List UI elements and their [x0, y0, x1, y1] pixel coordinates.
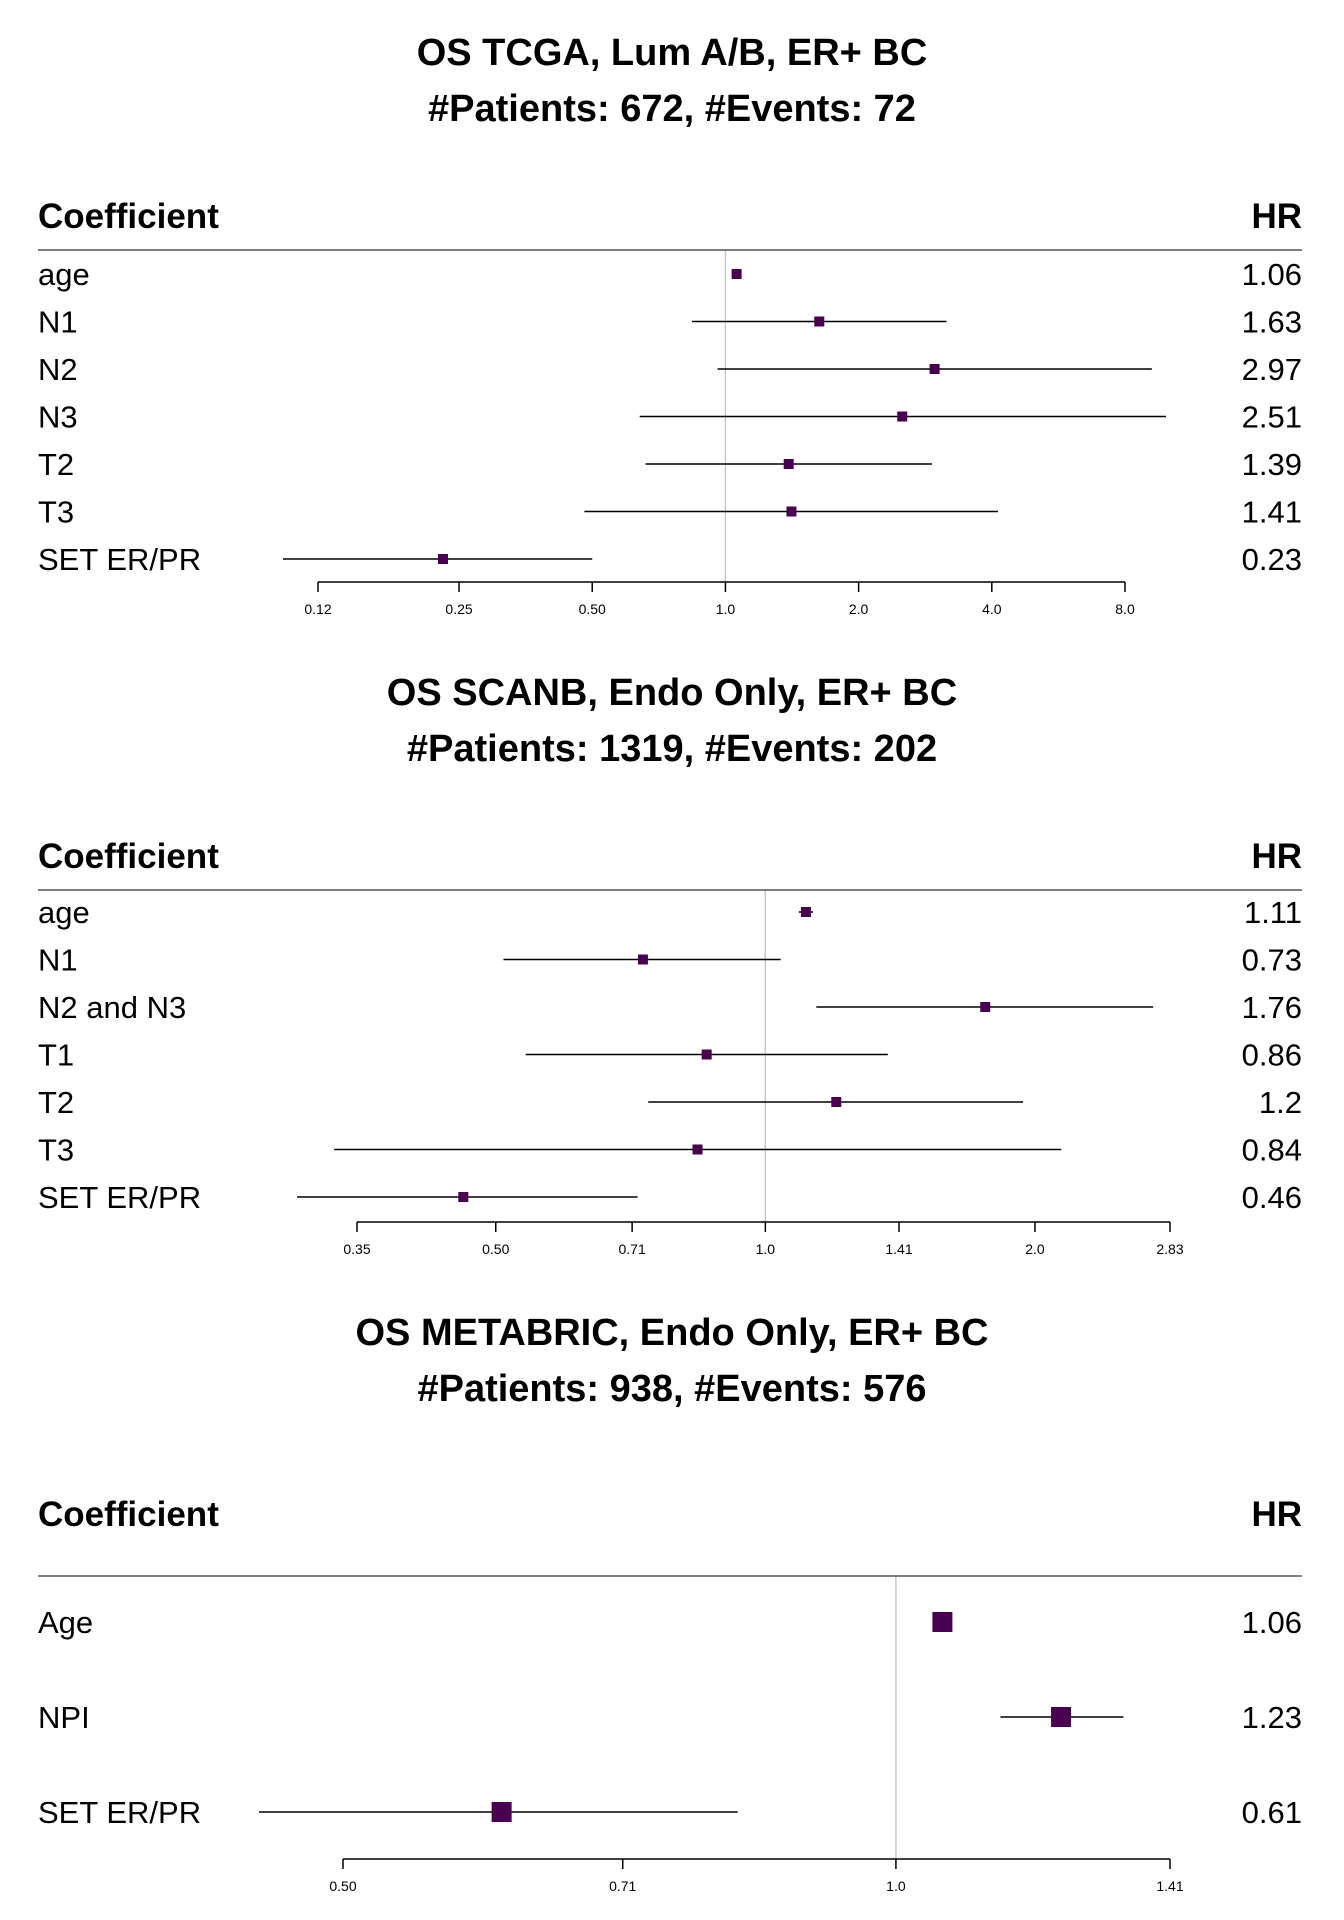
hr-point-marker — [932, 1612, 953, 1632]
forest-plot-scanb: Coefficient HR age 1.11 N1 0.73 N2 and N3 1.76 T… — [38, 837, 1302, 1257]
row-hr-value: 0.73 — [1242, 943, 1302, 978]
row-hr-value: 1.06 — [1242, 257, 1302, 292]
x-tick-label: 0.35 — [343, 1241, 370, 1257]
hr-point-marker — [786, 506, 797, 517]
row-label: N2 and N3 — [38, 990, 186, 1025]
row-hr-value: 1.76 — [1242, 990, 1302, 1025]
hr-point-marker — [814, 316, 825, 327]
row-label: NPI — [38, 1700, 90, 1735]
row-hr-value: 2.97 — [1242, 352, 1302, 387]
row-label: N1 — [38, 305, 78, 340]
row-hr-value: 1.41 — [1242, 495, 1302, 530]
x-tick-label: 2.83 — [1156, 1241, 1183, 1257]
row-label: T1 — [38, 1038, 74, 1073]
forest-plot-metabric: Coefficient HR Age 1.06 NPI 1.23 SET ER/PR 0.61… — [38, 1495, 1302, 1894]
x-tick-label: 0.71 — [619, 1241, 646, 1257]
row-label: N3 — [38, 400, 78, 435]
panel-title: OS METABRIC, Endo Only, ER+ BC — [355, 1312, 989, 1354]
hr-point-marker — [831, 1097, 842, 1107]
x-tick-label: 1.0 — [716, 601, 736, 617]
x-tick-label: 1.0 — [886, 1878, 906, 1894]
row-hr-value: 1.2 — [1259, 1085, 1302, 1120]
row-label: SET ER/PR — [38, 542, 201, 577]
column-header-coefficient: Coefficient — [38, 837, 219, 876]
x-tick-label: 1.41 — [885, 1241, 912, 1257]
row-hr-value: 1.11 — [1244, 895, 1302, 930]
column-header-hr: HR — [1251, 837, 1302, 876]
row-label: T2 — [38, 447, 74, 482]
row-label: age — [38, 895, 90, 930]
hr-point-marker — [692, 1144, 703, 1155]
row-label: T2 — [38, 1085, 74, 1120]
row-hr-value: 2.51 — [1242, 400, 1302, 435]
hr-point-marker — [491, 1802, 512, 1822]
hr-point-marker — [637, 954, 648, 965]
row-hr-value: 0.61 — [1242, 1795, 1302, 1830]
row-label: Age — [38, 1605, 93, 1640]
row-label: T3 — [38, 495, 74, 530]
row-hr-value: 1.63 — [1242, 305, 1302, 340]
x-tick-label: 1.41 — [1156, 1878, 1183, 1894]
row-label: T3 — [38, 1133, 74, 1168]
hr-point-marker — [458, 1192, 469, 1202]
hr-point-marker — [1051, 1707, 1072, 1727]
panel-title: OS SCANB, Endo Only, ER+ BC — [386, 672, 958, 714]
hr-point-marker — [731, 269, 742, 279]
x-tick-label: 0.25 — [445, 601, 472, 617]
x-tick-label: 0.50 — [482, 1241, 509, 1257]
forest-panel-tcga: OS TCGA, Lum A/B, ER+ BC #Patients: 672,… — [0, 0, 1344, 640]
row-hr-value: 1.23 — [1242, 1700, 1302, 1735]
forest-panel-scanb: OS SCANB, Endo Only, ER+ BC #Patients: 1… — [0, 640, 1344, 1280]
panel-title: OS TCGA, Lum A/B, ER+ BC — [416, 32, 928, 74]
x-tick-label: 2.0 — [1025, 1241, 1045, 1257]
x-tick-label: 8.0 — [1115, 601, 1135, 617]
forest-panel-metabric: OS METABRIC, Endo Only, ER+ BC #Patients… — [0, 1280, 1344, 1920]
forest-plot-tcga: Coefficient HR age 1.06 N1 1.63 N2 2.97 N3 2.51 T2… — [38, 197, 1302, 617]
panel-subtitle: #Patients: 672, #Events: 72 — [428, 88, 916, 130]
row-hr-value: 0.23 — [1242, 542, 1302, 577]
column-header-hr: HR — [1251, 197, 1302, 236]
x-tick-label: 0.50 — [579, 601, 606, 617]
hr-point-marker — [897, 411, 908, 422]
hr-point-marker — [701, 1049, 712, 1060]
row-hr-value: 0.86 — [1242, 1038, 1302, 1073]
row-hr-value: 0.84 — [1242, 1133, 1302, 1168]
x-tick-label: 0.71 — [609, 1878, 636, 1894]
hr-point-marker — [783, 459, 794, 469]
x-tick-label: 2.0 — [849, 601, 869, 617]
row-label: N1 — [38, 943, 78, 978]
row-hr-value: 1.06 — [1242, 1605, 1302, 1640]
row-label: SET ER/PR — [38, 1180, 201, 1215]
hr-point-marker — [980, 1002, 991, 1012]
row-label: SET ER/PR — [38, 1795, 201, 1830]
column-header-coefficient: Coefficient — [38, 197, 219, 236]
hr-point-marker — [929, 364, 940, 374]
x-tick-label: 0.12 — [304, 601, 331, 617]
column-header-coefficient: Coefficient — [38, 1495, 219, 1534]
x-tick-label: 1.0 — [756, 1241, 776, 1257]
row-hr-value: 0.46 — [1242, 1180, 1302, 1215]
hr-point-marker — [438, 554, 449, 564]
row-label: age — [38, 257, 90, 292]
column-header-hr: HR — [1251, 1495, 1302, 1534]
x-tick-label: 0.50 — [329, 1878, 356, 1894]
panel-subtitle: #Patients: 938, #Events: 576 — [417, 1368, 927, 1410]
hr-point-marker — [800, 907, 811, 917]
row-label: N2 — [38, 352, 78, 387]
row-hr-value: 1.39 — [1242, 447, 1302, 482]
x-tick-label: 4.0 — [982, 601, 1002, 617]
panel-subtitle: #Patients: 1319, #Events: 202 — [406, 728, 938, 770]
